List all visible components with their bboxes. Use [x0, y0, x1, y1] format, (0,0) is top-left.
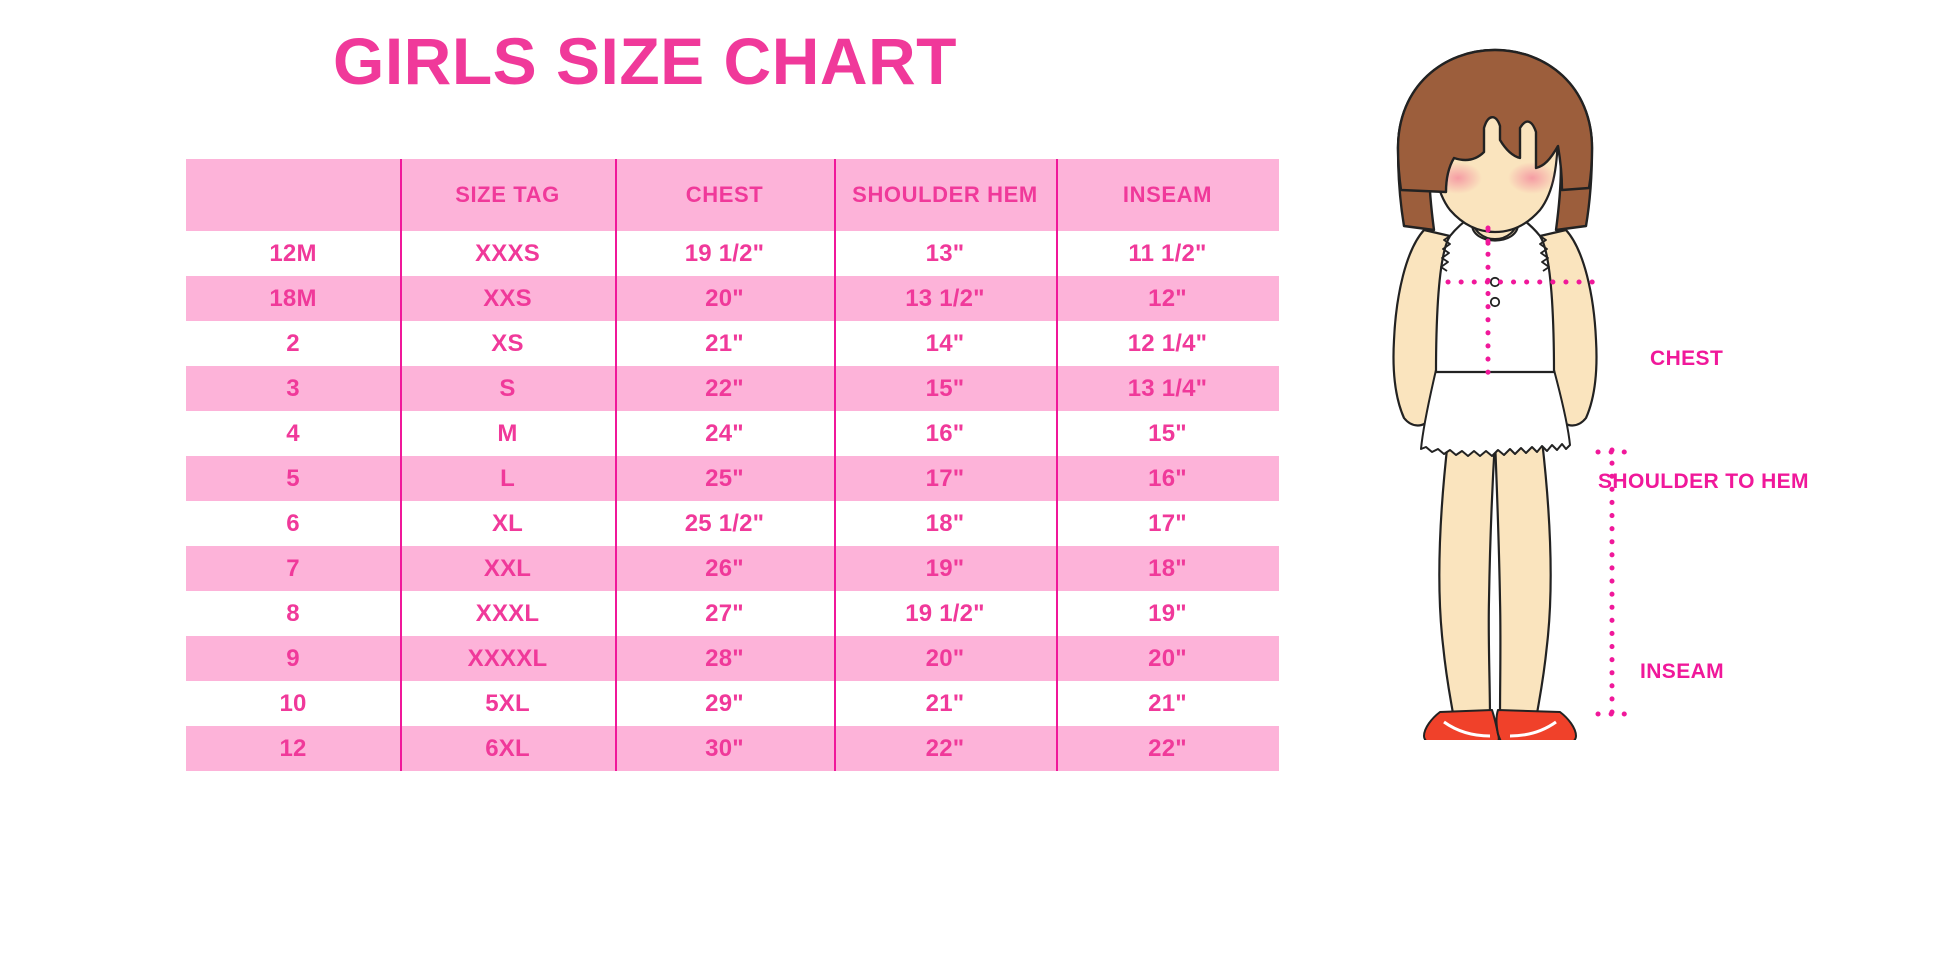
table-row: 7 XXL 26" 19" 18" — [186, 546, 1279, 591]
table-cell: 22" — [834, 726, 1056, 771]
table-cell: XXL — [400, 546, 615, 591]
column-header-shoulder-hem: SHOULDER HEM — [834, 159, 1056, 231]
table-row: 12 6XL 30" 22" 22" — [186, 726, 1279, 771]
table-cell: 12M — [186, 231, 400, 276]
table-cell: 27" — [615, 591, 834, 636]
table-cell: 5 — [186, 456, 400, 501]
table-cell: 22" — [615, 366, 834, 411]
table-cell: 19" — [834, 546, 1056, 591]
table-cell: XXXS — [400, 231, 615, 276]
girl-figure-illustration — [1340, 40, 1670, 740]
table-cell: 18M — [186, 276, 400, 321]
button-icon — [1489, 296, 1501, 308]
table-cell: 11 1/2" — [1056, 231, 1279, 276]
table-body: 12M XXXS 19 1/2" 13" 11 1/2" 18M XXS 20" 13 1/2"… — [186, 231, 1279, 771]
top-garment — [1434, 214, 1556, 374]
measurement-guides — [1445, 225, 1633, 719]
table-row: 12M XXXS 19 1/2" 13" 11 1/2" — [186, 231, 1279, 276]
page-title: GIRLS SIZE CHART — [332, 24, 957, 98]
table-cell: 7 — [186, 546, 400, 591]
table-cell: 17" — [834, 456, 1056, 501]
table-cell: 9 — [186, 636, 400, 681]
table-cell: 14" — [834, 321, 1056, 366]
table-cell: 20" — [1056, 636, 1279, 681]
head — [1396, 48, 1594, 234]
table-cell: 25 1/2" — [615, 501, 834, 546]
table-cell: 26" — [615, 546, 834, 591]
table-row: 6 XL 25 1/2" 18" 17" — [186, 501, 1279, 546]
table-cell: 6 — [186, 501, 400, 546]
column-header-chest: CHEST — [615, 159, 834, 231]
table-cell: 30" — [615, 726, 834, 771]
table-row: 4 M 24" 16" 15" — [186, 411, 1279, 456]
table-cell: 22" — [1056, 726, 1279, 771]
table-cell: S — [400, 366, 615, 411]
table-cell: 3 — [186, 366, 400, 411]
table-cell: 16" — [834, 411, 1056, 456]
table-cell: 13" — [834, 231, 1056, 276]
table-header: SIZE TAG CHEST SHOULDER HEM INSEAM — [186, 159, 1279, 231]
table-cell: 13 1/2" — [834, 276, 1056, 321]
skirt — [1420, 369, 1571, 457]
table-cell: 19 1/2" — [834, 591, 1056, 636]
table-row: 3 S 22" 15" 13 1/4" — [186, 366, 1279, 411]
shoes — [1423, 709, 1577, 740]
table-cell: 20" — [615, 276, 834, 321]
table-cell: 21" — [834, 681, 1056, 726]
table-cell: 15" — [1056, 411, 1279, 456]
table-cell: 10 — [186, 681, 400, 726]
column-header-blank — [186, 159, 400, 231]
table-cell: 24" — [615, 411, 834, 456]
table-cell: XXXL — [400, 591, 615, 636]
table-row: 9 XXXXL 28" 20" 20" — [186, 636, 1279, 681]
size-chart-table: SIZE TAG CHEST SHOULDER HEM INSEAM 12M XX… — [186, 159, 1279, 771]
table-cell: XXS — [400, 276, 615, 321]
table-header-row: SIZE TAG CHEST SHOULDER HEM INSEAM — [186, 159, 1279, 231]
blush-right — [1508, 162, 1556, 194]
table-cell: XXXXL — [400, 636, 615, 681]
table-cell: 15" — [834, 366, 1056, 411]
table-cell: 18" — [834, 501, 1056, 546]
table-row: 10 5XL 29" 21" 21" — [186, 681, 1279, 726]
table-cell: 5XL — [400, 681, 615, 726]
label-chest: CHEST — [1650, 347, 1724, 370]
table-cell: 13 1/4" — [1056, 366, 1279, 411]
table-cell: 18" — [1056, 546, 1279, 591]
table-cell: 17" — [1056, 501, 1279, 546]
table-cell: 12 — [186, 726, 400, 771]
label-inseam: INSEAM — [1640, 660, 1725, 683]
table-row: 5 L 25" 17" 16" — [186, 456, 1279, 501]
table-cell: 19 1/2" — [615, 231, 834, 276]
table-cell: 29" — [615, 681, 834, 726]
table-cell: 25" — [615, 456, 834, 501]
table-cell: 16" — [1056, 456, 1279, 501]
legs — [1438, 438, 1552, 722]
table-cell: 6XL — [400, 726, 615, 771]
table-cell: 21" — [1056, 681, 1279, 726]
size-table: SIZE TAG CHEST SHOULDER HEM INSEAM 12M XX… — [186, 159, 1279, 771]
table-cell: 21" — [615, 321, 834, 366]
table-cell: 19" — [1056, 591, 1279, 636]
table-cell: 4 — [186, 411, 400, 456]
table-cell: 28" — [615, 636, 834, 681]
label-shoulder-to-hem: SHOULDER TO HEM — [1598, 470, 1809, 493]
table-cell: XS — [400, 321, 615, 366]
table-cell: 20" — [834, 636, 1056, 681]
table-cell: L — [400, 456, 615, 501]
table-cell: XL — [400, 501, 615, 546]
table-row: 8 XXXL 27" 19 1/2" 19" — [186, 591, 1279, 636]
table-cell: 2 — [186, 321, 400, 366]
table-row: 18M XXS 20" 13 1/2" 12" — [186, 276, 1279, 321]
column-header-inseam: INSEAM — [1056, 159, 1279, 231]
table-cell: 12" — [1056, 276, 1279, 321]
table-cell: 8 — [186, 591, 400, 636]
table-cell: M — [400, 411, 615, 456]
table-row: 2 XS 21" 14" 12 1/4" — [186, 321, 1279, 366]
column-header-size-tag: SIZE TAG — [400, 159, 615, 231]
table-cell: 12 1/4" — [1056, 321, 1279, 366]
